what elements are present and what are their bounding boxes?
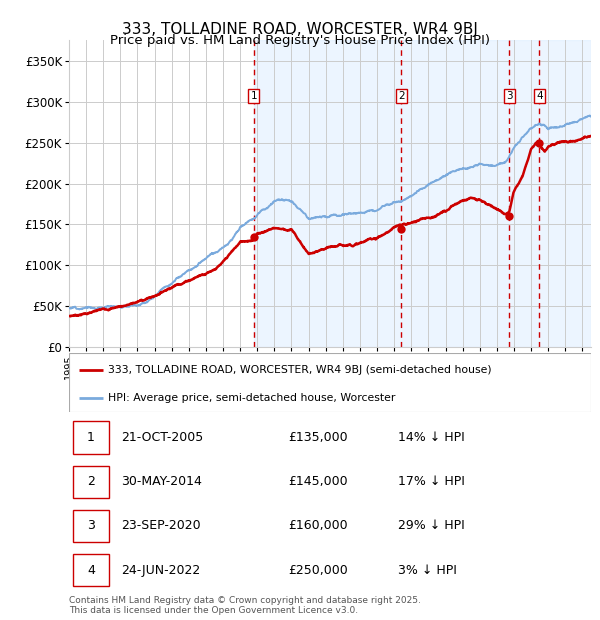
FancyBboxPatch shape <box>73 422 109 454</box>
Text: Price paid vs. HM Land Registry's House Price Index (HPI): Price paid vs. HM Land Registry's House … <box>110 34 490 47</box>
Text: £135,000: £135,000 <box>288 431 348 444</box>
Text: 14% ↓ HPI: 14% ↓ HPI <box>398 431 464 444</box>
Text: 2: 2 <box>87 475 95 488</box>
FancyBboxPatch shape <box>73 554 109 586</box>
Text: 3% ↓ HPI: 3% ↓ HPI <box>398 564 457 577</box>
Text: £160,000: £160,000 <box>288 520 348 533</box>
Text: 333, TOLLADINE ROAD, WORCESTER, WR4 9BJ (semi-detached house): 333, TOLLADINE ROAD, WORCESTER, WR4 9BJ … <box>108 365 492 375</box>
FancyBboxPatch shape <box>73 466 109 498</box>
Text: 23-SEP-2020: 23-SEP-2020 <box>121 520 201 533</box>
Text: 1: 1 <box>87 431 95 444</box>
Text: 29% ↓ HPI: 29% ↓ HPI <box>398 520 464 533</box>
Text: Contains HM Land Registry data © Crown copyright and database right 2025.
This d: Contains HM Land Registry data © Crown c… <box>69 596 421 615</box>
Text: 17% ↓ HPI: 17% ↓ HPI <box>398 475 465 488</box>
Bar <box>254 40 591 347</box>
Text: 2: 2 <box>398 91 404 101</box>
Text: 3: 3 <box>87 520 95 533</box>
Text: £250,000: £250,000 <box>288 564 348 577</box>
Text: 4: 4 <box>536 91 542 101</box>
Text: 21-OCT-2005: 21-OCT-2005 <box>121 431 203 444</box>
Text: HPI: Average price, semi-detached house, Worcester: HPI: Average price, semi-detached house,… <box>108 392 395 402</box>
Text: 333, TOLLADINE ROAD, WORCESTER, WR4 9BJ: 333, TOLLADINE ROAD, WORCESTER, WR4 9BJ <box>122 22 478 37</box>
Text: 30-MAY-2014: 30-MAY-2014 <box>121 475 202 488</box>
Text: 24-JUN-2022: 24-JUN-2022 <box>121 564 200 577</box>
Text: 1: 1 <box>251 91 257 101</box>
Text: 3: 3 <box>506 91 512 101</box>
FancyBboxPatch shape <box>73 510 109 542</box>
Text: £145,000: £145,000 <box>288 475 348 488</box>
Text: 4: 4 <box>87 564 95 577</box>
FancyBboxPatch shape <box>69 353 591 412</box>
